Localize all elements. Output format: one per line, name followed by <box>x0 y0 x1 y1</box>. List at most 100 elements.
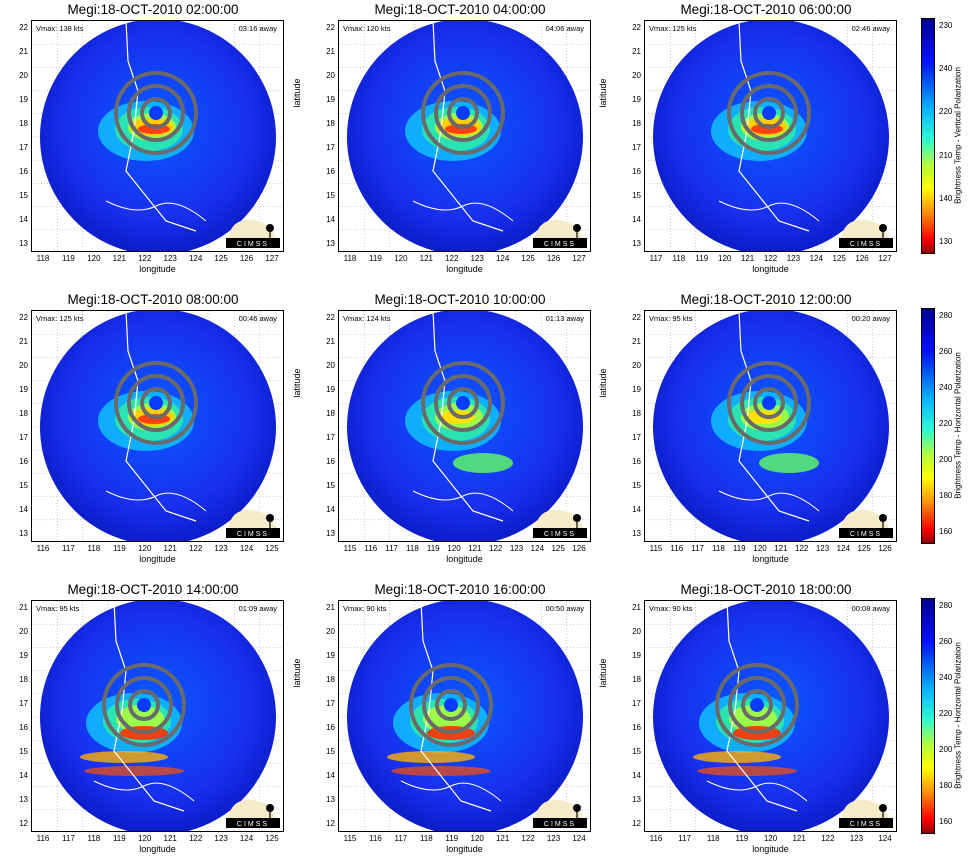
y-tick-label: 13 <box>19 529 28 538</box>
colorbar-label: Brightness Temp - Vertical Polarization <box>953 67 963 204</box>
x-axis-label: longitude <box>139 844 176 854</box>
colorbar-tick-label: 280 <box>939 311 953 320</box>
panel-title: Megi:18-OCT-2010 16:00:00 <box>374 582 546 597</box>
radius-ring <box>753 97 785 129</box>
y-tick-label: 22 <box>326 23 335 32</box>
radar-panel: Megi:18-OCT-2010 12:00:00 Vmax: 95 kts 00:… <box>598 290 919 578</box>
y-tick-label: 19 <box>632 385 641 394</box>
y-axis-ticks: 21 20 19 18 17 16 15 14 13 12 <box>319 600 335 832</box>
x-tick-label: 125 <box>265 834 279 843</box>
x-tick-label: 126 <box>878 544 892 553</box>
radius-ring <box>727 71 811 155</box>
time-away-label: 02:46 away <box>851 24 890 33</box>
svg-text:CIMSS: CIMSS <box>237 531 269 538</box>
y-tick-label: 19 <box>19 385 28 394</box>
radar-panel: Megi:18-OCT-2010 08:00:00 Vmax: 125 kts 00… <box>0 290 306 578</box>
panel-title: Megi:18-OCT-2010 06:00:00 <box>680 2 852 17</box>
x-tick-label: 122 <box>188 834 203 843</box>
colorbar-tick-label: 160 <box>939 817 953 826</box>
y-tick-label: 15 <box>19 191 28 200</box>
x-tick-label: 116 <box>649 834 663 843</box>
plot-area: Vmax: 90 kts 00:50 away CIMSS <box>338 600 591 832</box>
colorbar-tick-label: 260 <box>939 347 953 356</box>
colorbar-label: Brightness Temp - Horizontal Polarizatio… <box>953 352 963 499</box>
y-axis-label: latitude <box>292 658 302 688</box>
radius-ring <box>114 361 198 445</box>
y-tick-label: 21 <box>632 337 641 346</box>
x-tick-label: 122 <box>138 254 152 263</box>
brightness-temp-swath <box>32 601 283 831</box>
y-tick-label: 17 <box>632 699 641 708</box>
y-tick-label: 15 <box>632 747 641 756</box>
x-axis-label: longitude <box>139 264 176 274</box>
radius-ring <box>114 71 198 155</box>
x-tick-label: 124 <box>572 834 586 843</box>
y-tick-label: 18 <box>19 119 28 128</box>
x-axis-ticks: 118 119 120 121 122 123 124 125 126 127 <box>338 254 591 264</box>
svg-text:CIMSS: CIMSS <box>237 241 269 248</box>
radar-panel: Megi:18-OCT-2010 10:00:00 Vmax: 124 kts 01… <box>292 290 613 578</box>
x-tick-label: 122 <box>188 544 203 553</box>
x-tick-label: 124 <box>495 254 510 263</box>
time-away-label: 01:09 away <box>238 604 277 613</box>
y-tick-label: 14 <box>632 215 641 224</box>
time-away-label: 04:06 away <box>545 24 584 33</box>
plot-area: Vmax: 125 kts 00:46 away CIMSS <box>31 310 284 542</box>
x-tick-label: 115 <box>343 834 357 843</box>
time-away-label: 00:50 away <box>545 604 584 613</box>
brightness-temp-swath <box>339 21 590 251</box>
x-tick-label: 125 <box>857 544 871 553</box>
plot-area: Vmax: 124 kts 01:13 away CIMSS <box>338 310 591 542</box>
y-tick-label: 18 <box>19 675 28 684</box>
x-tick-label: 116 <box>364 544 378 553</box>
y-tick-label: 13 <box>632 795 641 804</box>
x-tick-label: 127 <box>878 254 892 263</box>
x-tick-label: 119 <box>695 254 709 263</box>
vmax-label: Vmax: 125 kts <box>36 314 84 323</box>
svg-text:CIMSS: CIMSS <box>850 241 882 248</box>
y-tick-label: 19 <box>632 95 641 104</box>
x-tick-label: 125 <box>551 544 565 553</box>
plot-area: Vmax: 95 kts 01:09 away CIMSS <box>31 600 284 832</box>
y-tick-label: 13 <box>326 529 335 538</box>
y-tick-label: 19 <box>632 651 641 660</box>
y-axis-label: latitude <box>598 368 608 398</box>
x-tick-label: 126 <box>855 254 869 263</box>
brightness-temp-swath <box>339 601 590 831</box>
vmax-label: Vmax: 138 kts <box>36 24 84 33</box>
x-tick-label: 117 <box>649 254 663 263</box>
x-tick-label: 119 <box>426 544 440 553</box>
x-tick-label: 127 <box>265 254 279 263</box>
x-tick-label: 124 <box>878 834 892 843</box>
radar-panel: Megi:18-OCT-2010 02:00:00 Vmax: 138 kts 03… <box>0 0 306 288</box>
radius-ring <box>127 374 185 432</box>
y-tick-label: 16 <box>632 167 641 176</box>
y-axis-ticks: 22 21 20 19 18 17 16 15 14 13 <box>12 310 28 542</box>
plot-area: Vmax: 120 kts 04:06 away CIMSS <box>338 20 591 252</box>
panel-title: Megi:18-OCT-2010 18:00:00 <box>680 582 852 597</box>
y-tick-label: 20 <box>632 627 641 636</box>
time-away-label: 00:20 away <box>851 314 890 323</box>
x-tick-label: 116 <box>36 544 50 553</box>
y-axis-ticks: 22 21 20 19 18 17 16 15 14 13 <box>319 20 335 252</box>
y-axis-ticks: 21 20 19 18 17 16 15 14 13 12 <box>12 600 28 832</box>
x-tick-label: 123 <box>546 834 561 843</box>
radius-ring <box>447 97 479 129</box>
x-tick-label: 123 <box>214 834 228 843</box>
x-tick-label: 118 <box>419 834 433 843</box>
vmax-label: Vmax: 90 kts <box>649 604 693 613</box>
colorbar-tick-label: 200 <box>939 745 953 754</box>
time-away-label: 01:13 away <box>545 314 584 323</box>
y-tick-label: 18 <box>326 119 335 128</box>
x-tick-label: 120 <box>718 254 732 263</box>
y-tick-label: 14 <box>19 771 28 780</box>
x-tick-label: 123 <box>470 254 484 263</box>
y-tick-label: 12 <box>326 819 335 828</box>
x-tick-label: 119 <box>732 544 746 553</box>
x-tick-label: 119 <box>62 254 75 263</box>
y-tick-label: 14 <box>632 771 641 780</box>
x-tick-label: 123 <box>786 254 801 263</box>
x-tick-label: 118 <box>712 544 725 553</box>
y-tick-label: 17 <box>632 143 641 152</box>
colorbar-tick-label: 240 <box>939 383 953 392</box>
